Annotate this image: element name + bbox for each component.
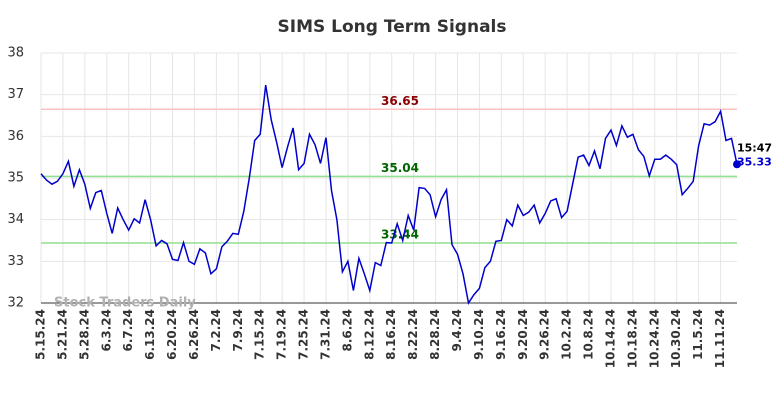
x-tick-label: 11.5.24 (691, 309, 705, 360)
x-tick-label: 6.26.24 (187, 309, 201, 360)
x-tick-label: 6.7.24 (121, 309, 135, 352)
x-tick-label: 9.10.24 (472, 309, 486, 360)
x-tick-label: 8.16.24 (384, 309, 398, 360)
y-tick-label: 35 (7, 171, 24, 186)
x-tick-label: 6.13.24 (143, 309, 157, 360)
x-tick-label: 10.14.24 (603, 309, 617, 368)
x-tick-label: 5.15.24 (34, 309, 48, 360)
y-tick-label: 33 (7, 254, 24, 269)
y-tick-label: 36 (7, 129, 24, 144)
x-tick-label: 9.16.24 (494, 309, 508, 360)
y-tick-label: 37 (7, 87, 24, 102)
x-tick-label: 10.18.24 (625, 309, 639, 368)
x-tick-label: 7.9.24 (231, 309, 245, 352)
y-tick-label: 34 (7, 212, 24, 227)
x-tick-label: 5.21.24 (55, 309, 69, 360)
x-tick-label: 10.24.24 (647, 309, 661, 368)
watermark: Stock Traders Daily (54, 296, 196, 311)
price-line (40, 84, 738, 305)
x-tick-label: 10.30.24 (669, 309, 683, 368)
signal-label: 35.04 (381, 161, 419, 175)
x-tick-label: 7.2.24 (209, 309, 223, 352)
x-tick-label: 9.20.24 (516, 309, 530, 360)
last-point (733, 160, 741, 169)
x-tick-label: 6.3.24 (99, 309, 113, 352)
x-tick-label: 9.26.24 (538, 309, 552, 360)
x-tick-label: 7.31.24 (318, 309, 332, 360)
signal-label: 36.65 (381, 94, 419, 108)
last-value: 35.33 (737, 155, 772, 168)
x-tick-label: 8.6.24 (340, 309, 354, 352)
x-tick-label: 7.19.24 (275, 309, 289, 360)
x-tick-label: 6.20.24 (165, 309, 179, 360)
x-tick-label: 5.28.24 (77, 309, 91, 360)
x-tick-label: 7.15.24 (253, 309, 267, 360)
x-tick-label: 10.8.24 (582, 309, 596, 360)
y-tick-label: 32 (7, 296, 24, 311)
x-tick-label: 8.28.24 (428, 309, 442, 360)
chart-title: SIMS Long Term Signals (278, 17, 507, 37)
x-tick-label: 11.11.24 (713, 309, 727, 368)
x-tick-label: 10.2.24 (560, 309, 574, 360)
y-tick-label: 38 (7, 46, 24, 61)
x-tick-label: 9.4.24 (450, 309, 464, 352)
x-tick-label: 8.22.24 (406, 309, 420, 360)
x-tick-label: 7.25.24 (297, 309, 311, 360)
last-time: 15:47 (737, 141, 772, 154)
x-tick-label: 8.12.24 (362, 309, 376, 360)
